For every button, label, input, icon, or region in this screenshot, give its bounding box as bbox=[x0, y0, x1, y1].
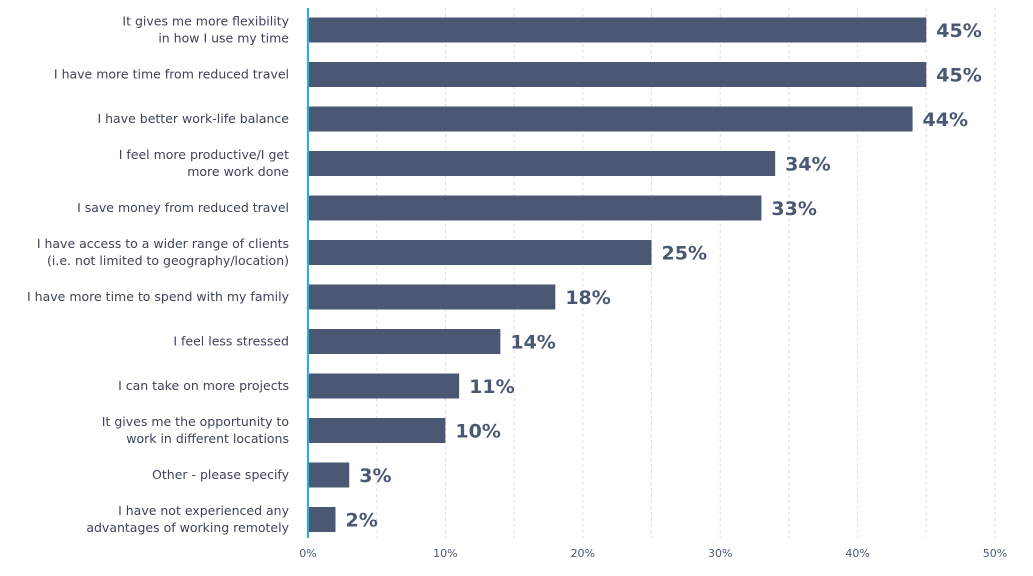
bar bbox=[308, 106, 913, 132]
value-label: 11% bbox=[469, 376, 514, 398]
bar bbox=[308, 151, 776, 176]
value-label: 10% bbox=[455, 421, 500, 443]
category-label: work in different locations bbox=[126, 431, 289, 446]
category-label: Other - please specify bbox=[152, 467, 290, 482]
value-label: 25% bbox=[662, 243, 707, 265]
category-label: I have more time from reduced travel bbox=[54, 67, 289, 82]
bar bbox=[308, 373, 460, 399]
value-label: 2% bbox=[345, 510, 377, 532]
category-label: It gives me the opportunity to bbox=[102, 414, 289, 429]
x-tick-label: 40% bbox=[845, 547, 869, 560]
bar bbox=[308, 195, 762, 221]
x-tick-label: 50% bbox=[983, 547, 1007, 560]
category-label: I feel less stressed bbox=[173, 334, 289, 349]
value-label: 34% bbox=[785, 154, 830, 176]
category-label: I have more time to spend with my family bbox=[27, 289, 290, 304]
category-label: I save money from reduced travel bbox=[77, 200, 289, 215]
bar bbox=[308, 418, 446, 443]
bar bbox=[308, 284, 556, 310]
x-tick-label: 0% bbox=[299, 547, 316, 560]
category-label: more work done bbox=[187, 164, 289, 179]
category-label: I have better work-life balance bbox=[97, 111, 289, 126]
bar bbox=[308, 240, 652, 265]
category-label: (i.e. not limited to geography/location) bbox=[47, 253, 289, 268]
category-label: I can take on more projects bbox=[118, 378, 289, 393]
value-label: 33% bbox=[771, 198, 816, 220]
value-label: 45% bbox=[936, 65, 981, 87]
bar bbox=[308, 17, 927, 43]
bar bbox=[308, 507, 336, 532]
category-label: I have access to a wider range of client… bbox=[37, 236, 289, 251]
category-label: in how I use my time bbox=[158, 31, 289, 46]
x-tick-label: 20% bbox=[571, 547, 595, 560]
bar bbox=[308, 62, 927, 87]
value-label: 45% bbox=[936, 20, 981, 42]
value-label: 14% bbox=[510, 332, 555, 354]
x-tick-label: 30% bbox=[708, 547, 732, 560]
value-label: 44% bbox=[923, 109, 968, 131]
bar bbox=[308, 462, 350, 488]
bar bbox=[308, 329, 501, 354]
category-label: It gives me more flexibility bbox=[122, 14, 289, 29]
category-label: I have not experienced any bbox=[118, 503, 290, 518]
value-label: 18% bbox=[565, 287, 610, 309]
category-label: I feel more productive/I get bbox=[119, 147, 289, 162]
value-label: 3% bbox=[359, 465, 391, 487]
x-tick-label: 10% bbox=[433, 547, 457, 560]
category-label: advantages of working remotely bbox=[86, 520, 289, 535]
